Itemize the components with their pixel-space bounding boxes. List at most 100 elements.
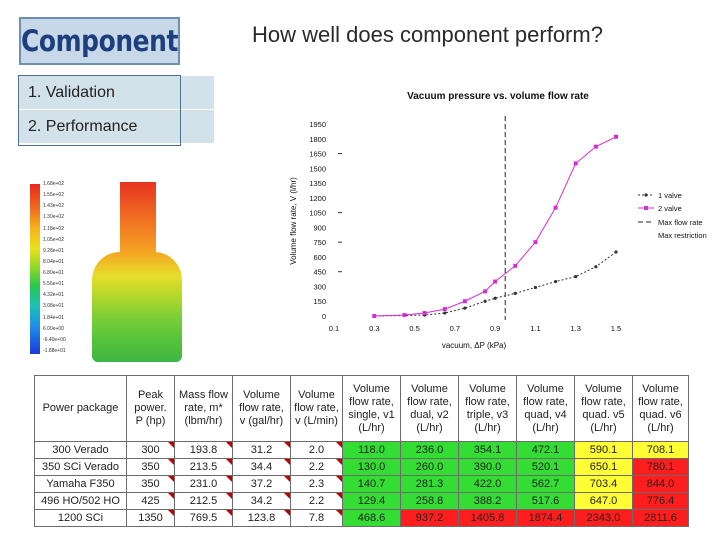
- series-point-2valve: [493, 279, 498, 284]
- legend-2valve: 2 valve: [658, 204, 682, 213]
- table-header-cell: Volume flow rate, quad. v5 (L/hr): [574, 375, 633, 442]
- table-cell: 520.1: [516, 458, 575, 476]
- table-cell: 236.0: [400, 441, 459, 459]
- fea-legend-label: 1.05e+02: [43, 236, 64, 243]
- table-cell: 231.0: [174, 475, 233, 493]
- series-point-2valve: [553, 205, 558, 210]
- table-row: 350 SCi Verado 350 213.5 34.4 2.2 130.0 260.0 3…: [34, 458, 689, 476]
- table-cell: 140.7: [342, 475, 401, 493]
- table-cell: 422.0: [458, 475, 517, 493]
- table-cell: 300: [126, 441, 175, 459]
- table-cell: 31.2: [232, 441, 291, 459]
- series-point-1valve: [493, 296, 497, 300]
- table-row: Yamaha F350 350 231.0 37.2 2.3 140.7 281.3 422.…: [34, 475, 689, 493]
- table-cell: 37.2: [232, 475, 291, 493]
- legend-1valve: 1 valve: [658, 191, 682, 200]
- table-row: 300 Verado 300 193.8 31.2 2.0 118.0 236.0 354.1…: [34, 441, 689, 459]
- table-cell: 647.0: [574, 492, 633, 510]
- nav-item-validation[interactable]: 1. Validation: [18, 76, 214, 109]
- fea-legend-label: 1.68e+02: [43, 181, 64, 187]
- table-cell: 590.1: [574, 441, 633, 459]
- y-tick-label: 1950: [309, 120, 326, 129]
- x-tick-label: 0.1: [329, 324, 339, 333]
- table-cell: 388.2: [458, 492, 517, 510]
- table-cell: 130.0: [342, 458, 401, 476]
- fea-color-legend: [30, 184, 40, 354]
- table-header-cell: Power package: [34, 375, 127, 442]
- y-tick-label: 1800: [309, 135, 326, 144]
- y-tick-label: 600: [313, 253, 326, 262]
- fea-legend-label: 1.30e+02: [43, 214, 64, 221]
- series-point-1valve: [533, 285, 538, 290]
- y-axis-label: Volume flow rate, V (l/hr): [289, 177, 298, 265]
- table-cell: 258.8: [400, 492, 459, 510]
- fea-legend-label: -6.40e+00: [43, 336, 66, 343]
- y-tick-label: 150: [313, 297, 326, 306]
- table-cell: 703.4: [574, 475, 633, 493]
- flow-rate-table: Power package Peak power. P (hp) Mass flow…: [34, 375, 689, 527]
- legend-maxflow: Max flow rate: [658, 218, 703, 227]
- table-cell: 300 Verado: [34, 441, 127, 459]
- series-point-1valve: [463, 306, 467, 310]
- table-cell: 708.1: [632, 441, 689, 459]
- fea-legend-label: -1.88e+01: [43, 347, 66, 354]
- table-cell: 350: [126, 458, 175, 476]
- table-header-cell: Volume flow rate, quad. v6 (L/hr): [632, 375, 689, 442]
- fea-contour-figure: 1.68e+02 1.55e+02 1.43e+02 1.30e+02 1.18e+02…: [30, 182, 260, 362]
- table-cell: Yamaha F350: [34, 475, 127, 493]
- table-cell: 1350: [126, 509, 175, 527]
- x-tick-label: 1.1: [530, 324, 540, 333]
- table-cell: 496 HO/502 HO: [34, 492, 127, 510]
- x-tick-label: 1.5: [611, 324, 621, 333]
- table-cell: 34.4: [232, 458, 291, 476]
- fea-component-neck: [120, 182, 156, 262]
- fea-legend-label: 8.04e+01: [43, 258, 64, 265]
- x-axis-label: vacuum, ΔP (kPa): [442, 341, 507, 350]
- x-tick-label: 0.3: [369, 324, 379, 333]
- fea-legend-label: 5.56e+01: [43, 281, 64, 288]
- series-point-2valve: [483, 289, 488, 294]
- table-cell: 281.3: [400, 475, 459, 493]
- table-header-cell: Volume flow rate, triple, v3 (L/hr): [458, 375, 517, 442]
- series-point-2valve: [573, 161, 578, 166]
- fea-legend-label: 4.32e+01: [43, 292, 64, 299]
- x-tick-label: 0.5: [409, 324, 419, 333]
- component-tag: Component: [19, 17, 180, 65]
- table-cell: 2.2: [290, 492, 343, 510]
- series-line-2: [374, 136, 617, 317]
- table-cell: 1874.4: [516, 509, 575, 527]
- y-tick-label: 300: [313, 282, 326, 291]
- x-tick-label: 1.3: [570, 324, 580, 333]
- table-header-row: Power package Peak power. P (hp) Mass flow…: [34, 375, 689, 442]
- series-point-1valve: [443, 311, 447, 315]
- table-cell: 354.1: [458, 441, 517, 459]
- x-tick-label: 0.7: [450, 324, 460, 333]
- series-point-2valve: [533, 240, 538, 245]
- table-cell: 2811.6: [632, 509, 689, 527]
- table-cell: 1405.8: [458, 509, 517, 527]
- table-cell: 2.3: [290, 475, 343, 493]
- y-tick-label: 1200: [309, 194, 326, 203]
- fea-legend-label: 1.43e+02: [43, 203, 64, 210]
- series-point-2valve: [402, 313, 407, 318]
- table-cell: 776.4: [632, 492, 689, 510]
- table-cell: 472.1: [516, 441, 575, 459]
- series-point-1valve: [574, 275, 578, 279]
- series-point-2valve: [513, 263, 518, 268]
- table-cell: 213.5: [174, 458, 233, 476]
- fea-legend-label: 1.18e+02: [43, 225, 64, 232]
- table-cell: 562.7: [516, 475, 575, 493]
- table-header-cell: Volume flow rate, dual, v2 (L/hr): [400, 375, 459, 442]
- table-cell: 937.2: [400, 509, 459, 527]
- table-cell: 2.0: [290, 441, 343, 459]
- series-point-2valve: [614, 134, 618, 139]
- series-point-2valve: [422, 311, 427, 316]
- table-cell: 7.8: [290, 509, 343, 527]
- series-line-1: [374, 251, 617, 317]
- fea-legend-label: 6.80e+01: [43, 270, 64, 276]
- y-tick-label: 1350: [309, 179, 326, 188]
- nav-item-performance[interactable]: 2. Performance: [18, 110, 214, 143]
- fea-legend-label: 6.00e+00: [43, 325, 64, 332]
- table-cell: 2.2: [290, 458, 343, 476]
- series-point-2valve: [442, 307, 447, 312]
